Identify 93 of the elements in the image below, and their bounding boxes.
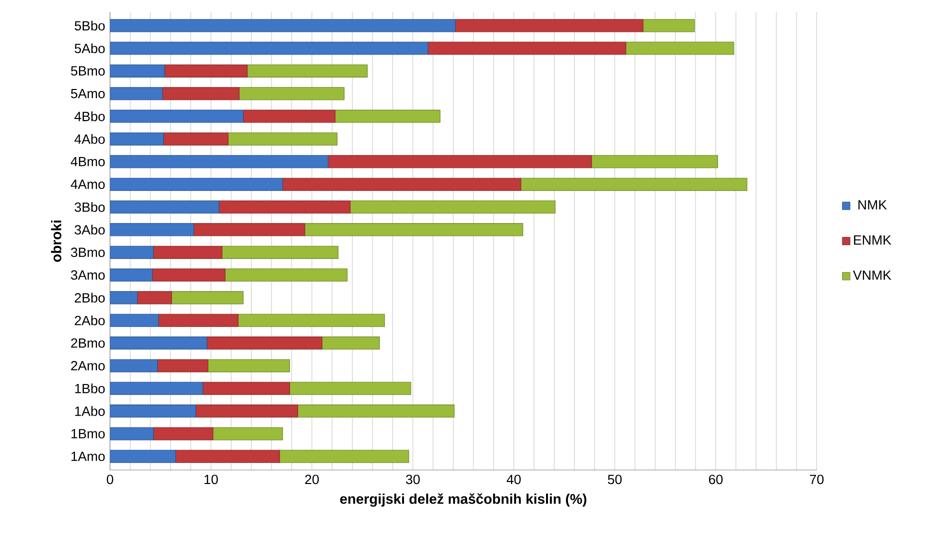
y-tick-label: 3Amo <box>70 270 105 280</box>
y-tick-label: 2Bbo <box>74 292 105 303</box>
bar <box>208 359 290 372</box>
bar <box>110 427 154 440</box>
bar <box>642 19 695 32</box>
bar <box>520 178 748 191</box>
bar <box>175 450 280 463</box>
y-tick-label: 4Bmo <box>70 156 105 166</box>
bar <box>110 155 328 168</box>
bar <box>218 200 351 214</box>
bar <box>247 64 368 78</box>
bar <box>428 42 626 55</box>
bar <box>202 382 290 395</box>
bar <box>279 450 410 463</box>
x-tick-label: 70 <box>810 474 824 484</box>
bar <box>304 223 524 236</box>
bar <box>350 200 556 214</box>
bar <box>158 314 238 327</box>
bar <box>110 87 163 100</box>
bar <box>157 359 208 372</box>
bar <box>206 336 322 350</box>
bar <box>110 359 158 372</box>
bar <box>153 427 214 440</box>
bar <box>222 246 338 259</box>
bar <box>110 110 244 123</box>
x-tick-label: 50 <box>608 474 622 484</box>
bar <box>110 223 194 236</box>
bar <box>110 336 208 350</box>
bar <box>228 132 338 146</box>
x-tick-label: 10 <box>204 474 218 484</box>
x-tick-label: 60 <box>708 474 723 484</box>
y-tick-label: 5Bbo <box>74 20 105 30</box>
bar <box>110 200 220 214</box>
y-tick-label: 4Amo <box>70 180 105 189</box>
y-tick-label: 1Abo <box>75 406 105 416</box>
bar <box>164 64 248 78</box>
x-tick-label: 20 <box>305 474 319 484</box>
bar <box>282 178 522 191</box>
bar <box>136 291 172 304</box>
bar <box>322 336 380 350</box>
y-tick-label: 4Bbo <box>74 111 105 122</box>
y-tick-label: 2Abo <box>74 315 105 326</box>
bar <box>110 64 165 78</box>
legend-label: NMK <box>858 200 887 210</box>
legend-label: ENMK <box>854 235 892 245</box>
y-tick-label: 1Amo <box>71 452 105 462</box>
y-axis-title: obroki <box>51 220 62 262</box>
y-tick-label: 1Bbo <box>75 383 105 394</box>
bar <box>334 110 440 123</box>
y-tick-label: 5Amo <box>71 88 105 98</box>
bar <box>194 223 306 236</box>
bar <box>454 19 644 32</box>
bar <box>110 19 456 32</box>
bar <box>196 404 298 418</box>
bar <box>110 132 164 146</box>
bar <box>591 155 718 168</box>
y-tick-label: 5Bmo <box>71 66 105 76</box>
bar <box>289 382 412 395</box>
x-tick-label: 40 <box>506 474 521 484</box>
legend-label: VNMK <box>852 270 892 280</box>
bar <box>110 382 204 395</box>
y-tick-label: 1Bmo <box>71 429 105 438</box>
bar <box>626 42 734 55</box>
bar <box>238 314 385 327</box>
y-tick-label: 4Abo <box>74 134 105 144</box>
bar <box>110 268 153 282</box>
x-tick-label: 0 <box>106 474 114 484</box>
bar <box>110 404 196 418</box>
bar <box>298 404 455 418</box>
bar <box>242 110 336 123</box>
bar <box>224 268 348 282</box>
bar <box>162 87 240 100</box>
bar <box>163 132 228 146</box>
y-tick-label: 2Amo <box>71 360 105 370</box>
bar <box>153 246 222 259</box>
bar <box>110 42 428 55</box>
bar <box>110 450 176 463</box>
bar <box>328 155 592 168</box>
bar <box>110 291 138 304</box>
y-tick-label: 5Abo <box>74 43 105 54</box>
x-axis-title: energijski delež maščobnih kislin (%) <box>340 493 586 507</box>
bar <box>212 427 283 440</box>
y-tick-label: 2Bmo <box>71 338 105 348</box>
y-tick-label: 3Abo <box>74 224 105 235</box>
bar <box>152 268 226 282</box>
x-tick-label: 30 <box>406 474 420 484</box>
bar <box>171 291 244 304</box>
bar <box>110 246 154 259</box>
bar <box>110 178 283 191</box>
bar <box>110 314 159 327</box>
y-tick-label: 3Bbo <box>74 202 105 212</box>
bar <box>238 87 344 100</box>
y-tick-label: 3Bmo <box>70 248 105 258</box>
